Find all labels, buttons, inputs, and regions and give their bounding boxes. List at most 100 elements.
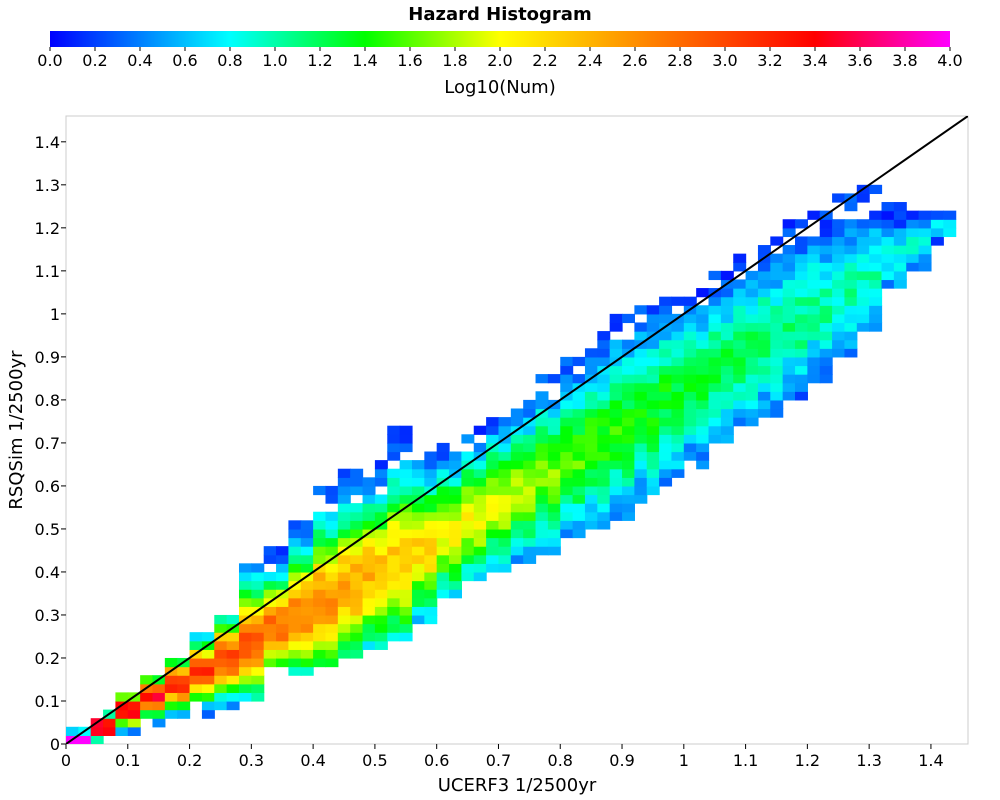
heatmap-cell xyxy=(609,425,623,435)
heatmap-cell xyxy=(622,313,635,324)
x-axis-tick-labels: 0 0.1 0.2 0.3 0.4 0.5 0.6 0.7 0.8 0.9 1 1.1 1.2 1.3 1.… xyxy=(61,744,944,770)
heatmap-cell xyxy=(584,511,598,521)
colorbar-tick-label: 2.2 xyxy=(532,51,557,70)
heatmap-cell xyxy=(399,614,413,625)
heatmap-cell xyxy=(696,408,710,418)
heatmap-cell xyxy=(127,700,141,711)
heatmap-cell xyxy=(770,339,784,349)
heatmap-cell xyxy=(226,700,240,711)
heatmap-cell xyxy=(288,554,302,564)
heatmap-cell xyxy=(745,331,759,341)
heatmap-cell xyxy=(832,270,846,281)
heatmap-cell xyxy=(770,365,784,375)
heatmap-cell xyxy=(313,546,327,556)
heatmap-cell xyxy=(584,494,598,504)
heatmap-cell xyxy=(90,726,104,736)
heatmap-cell xyxy=(782,253,796,263)
heatmap-cell xyxy=(807,305,821,315)
heatmap-cell xyxy=(337,640,351,650)
heatmap-cell xyxy=(733,262,747,272)
heatmap-cell xyxy=(782,391,796,401)
heatmap-cell xyxy=(226,649,240,659)
heatmap-cell xyxy=(374,580,388,590)
heatmap-cell xyxy=(609,391,623,401)
heatmap-cell xyxy=(362,503,376,513)
heatmap-cell xyxy=(745,408,759,418)
heatmap-cell xyxy=(782,305,796,315)
x-tick-label: 0 xyxy=(61,751,71,770)
heatmap-cell xyxy=(819,245,833,255)
heatmap-cell xyxy=(486,460,500,470)
heatmap-cell xyxy=(560,520,574,530)
heatmap-cell xyxy=(832,279,846,289)
heatmap-cell xyxy=(436,520,450,530)
heatmap-cell xyxy=(646,425,660,435)
heatmap-cell xyxy=(646,434,660,444)
heatmap-cell xyxy=(671,391,685,401)
heatmap-cell xyxy=(313,571,327,582)
heatmap-cell xyxy=(399,571,413,582)
heatmap-cell xyxy=(819,219,833,229)
heatmap-cell xyxy=(461,494,475,504)
heatmap-cell xyxy=(238,649,252,659)
heatmap-cell xyxy=(683,434,697,444)
heatmap-cell xyxy=(708,374,722,384)
heatmap-cell xyxy=(930,227,944,238)
heatmap-cell xyxy=(350,614,364,625)
heatmap-cell xyxy=(337,537,351,547)
heatmap-cell xyxy=(832,348,846,358)
heatmap-cell xyxy=(325,597,339,607)
heatmap-cell xyxy=(671,434,685,444)
heatmap-cell xyxy=(597,442,611,453)
heatmap-cell xyxy=(473,554,487,564)
heatmap-cell xyxy=(572,434,586,444)
heatmap-cell xyxy=(819,365,833,375)
heatmap-cell xyxy=(609,374,623,384)
heatmap-cell xyxy=(251,666,265,676)
heatmap-cell xyxy=(313,623,327,633)
heatmap-cell xyxy=(300,520,314,530)
heatmap-cell xyxy=(609,477,623,487)
heatmap-cell xyxy=(276,554,290,564)
heatmap-cell xyxy=(387,503,401,513)
heatmap-cell xyxy=(844,288,858,298)
heatmap-cell xyxy=(362,554,376,564)
heatmap-cell xyxy=(622,477,635,487)
heatmap-cell xyxy=(708,382,722,392)
heatmap-cell xyxy=(214,614,228,625)
heatmap-cell xyxy=(387,442,401,453)
heatmap-cell xyxy=(696,399,710,410)
heatmap-cell xyxy=(560,511,574,521)
heatmap-cell xyxy=(844,348,858,358)
heatmap-cell xyxy=(609,468,623,478)
heatmap-cell xyxy=(683,374,697,384)
heatmap-cell xyxy=(696,331,710,341)
heatmap-cell xyxy=(547,451,561,461)
heatmap-cell xyxy=(251,580,265,590)
heatmap-cell xyxy=(622,399,635,410)
heatmap-cell xyxy=(720,288,734,298)
heatmap-cell xyxy=(659,434,673,444)
heatmap-cell xyxy=(411,528,425,539)
heatmap-cell xyxy=(486,528,500,539)
heatmap-cell xyxy=(510,520,524,530)
heatmap-cell xyxy=(510,434,524,444)
heatmap-cell xyxy=(572,528,586,539)
heatmap-cell xyxy=(696,434,710,444)
heatmap-cell xyxy=(399,494,413,504)
heatmap-cell xyxy=(844,270,858,281)
heatmap-cell xyxy=(374,494,388,504)
heatmap-cell xyxy=(720,374,734,384)
heatmap-cell xyxy=(436,554,450,564)
heatmap-cell xyxy=(263,632,277,642)
heatmap-cell xyxy=(646,442,660,453)
heatmap-cell xyxy=(646,460,660,470)
heatmap-cell xyxy=(770,322,784,332)
heatmap-cell xyxy=(350,528,364,539)
heatmap-cell xyxy=(597,460,611,470)
heatmap-cell xyxy=(177,709,191,719)
heatmap-cell xyxy=(547,546,561,556)
heatmap-cell xyxy=(646,322,660,332)
heatmap-cell xyxy=(560,408,574,418)
heatmap-cell xyxy=(918,210,932,220)
